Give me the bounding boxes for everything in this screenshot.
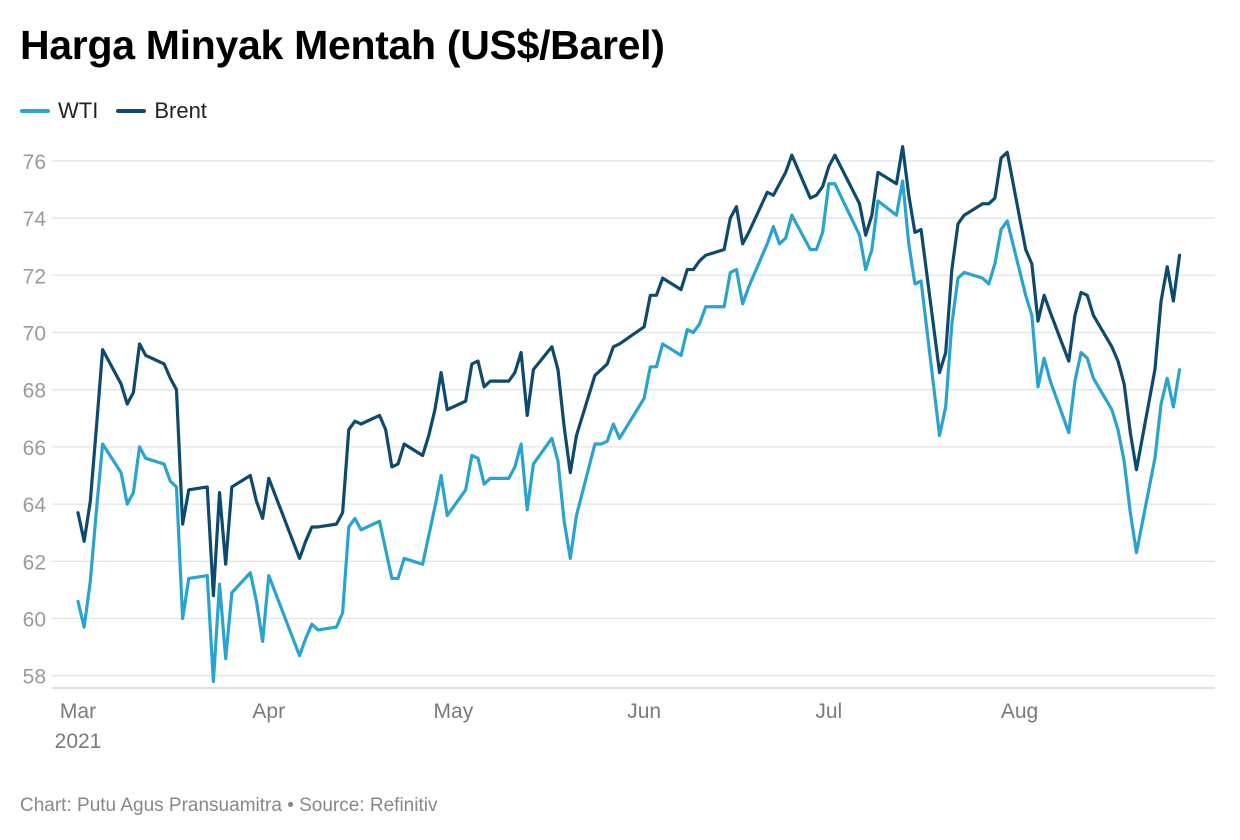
- legend-item-wti: WTI: [20, 98, 98, 124]
- line-chart: 58 60 62 64 66 68 70 72 74 76 Mar 2021 Apr May Jun Jul…: [23, 144, 1215, 753]
- y-tick-label: 72: [23, 265, 46, 288]
- series-lines: [76, 144, 1182, 684]
- x-axis-ticks: Mar 2021 Apr May Jun Jul Aug: [55, 700, 1039, 753]
- y-tick-label: 58: [23, 666, 46, 689]
- chart-title: Harga Minyak Mentah (US$/Barel): [20, 22, 665, 68]
- legend: WTI Brent: [20, 98, 225, 124]
- y-tick-label: 76: [23, 151, 46, 174]
- x-tick-label: Aug: [1001, 700, 1038, 723]
- y-tick-label: 64: [23, 494, 47, 517]
- y-tick-label: 60: [23, 608, 46, 631]
- y-tick-label: 66: [23, 437, 46, 460]
- x-tick-label: Mar: [60, 700, 96, 723]
- y-tick-label: 70: [23, 322, 46, 345]
- series-line-brent: [76, 144, 1182, 598]
- x-tick-label: Jul: [815, 700, 842, 723]
- chart-footer: Chart: Putu Agus Pransuamitra • Source: …: [20, 795, 438, 816]
- y-tick-label: 68: [23, 380, 46, 403]
- legend-swatch: [116, 109, 147, 113]
- legend-swatch: [20, 109, 50, 113]
- series-line-wti: [76, 179, 1182, 684]
- gridlines: [52, 160, 1215, 689]
- x-tick-label: Jun: [627, 700, 661, 723]
- legend-item-brent: Brent: [116, 98, 207, 124]
- x-tick-label: May: [434, 700, 474, 723]
- x-tick-sublabel: 2021: [55, 730, 102, 753]
- legend-label: Brent: [154, 98, 207, 123]
- y-tick-label: 62: [23, 551, 46, 574]
- y-axis-ticks: 58 60 62 64 66 68 70 72 74 76: [23, 151, 47, 689]
- x-tick-label: Apr: [252, 700, 285, 723]
- legend-label: WTI: [58, 98, 99, 123]
- y-tick-label: 74: [23, 208, 47, 231]
